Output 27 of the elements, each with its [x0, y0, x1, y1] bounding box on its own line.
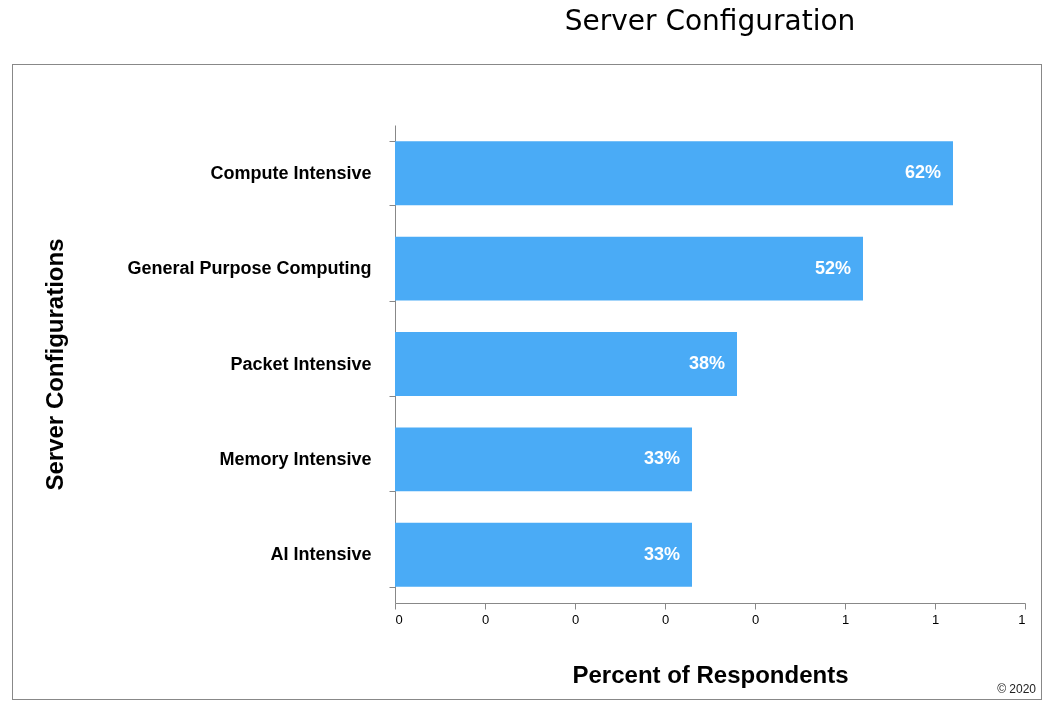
bar	[395, 427, 692, 492]
bar	[395, 141, 953, 206]
y-tick-label: Packet Intensive	[230, 353, 372, 374]
y-axis-title: Server Configurations	[40, 238, 68, 491]
x-axis-title: Percent of Respondents	[572, 660, 849, 688]
data-label: 38%	[688, 353, 725, 373]
chart-title: Server Configuration	[564, 4, 856, 37]
y-tick-label: General Purpose Computing	[127, 258, 372, 279]
data-label: 62%	[904, 162, 941, 183]
data-label: 52%	[814, 257, 851, 278]
bar	[395, 236, 863, 301]
y-tick-label: AI Intensive	[270, 544, 372, 565]
bar	[395, 522, 692, 587]
x-tick-label: 0	[395, 611, 403, 627]
x-tick-label: 0	[481, 611, 490, 627]
y-tick-label: Memory Intensive	[219, 448, 372, 469]
x-tick-label: 1	[1018, 611, 1026, 627]
x-tick-label: 0	[751, 611, 760, 627]
y-tick-label: Compute Intensive	[210, 162, 372, 183]
bar	[395, 332, 737, 396]
data-label: 33%	[643, 448, 680, 469]
data-label: 33%	[643, 543, 680, 564]
x-tick-label: 1	[841, 611, 850, 627]
x-tick-label: 0	[661, 611, 670, 627]
text: © 2020	[997, 682, 1036, 696]
x-tick-label: 1	[931, 611, 940, 627]
x-tick-label: 0	[571, 611, 580, 627]
